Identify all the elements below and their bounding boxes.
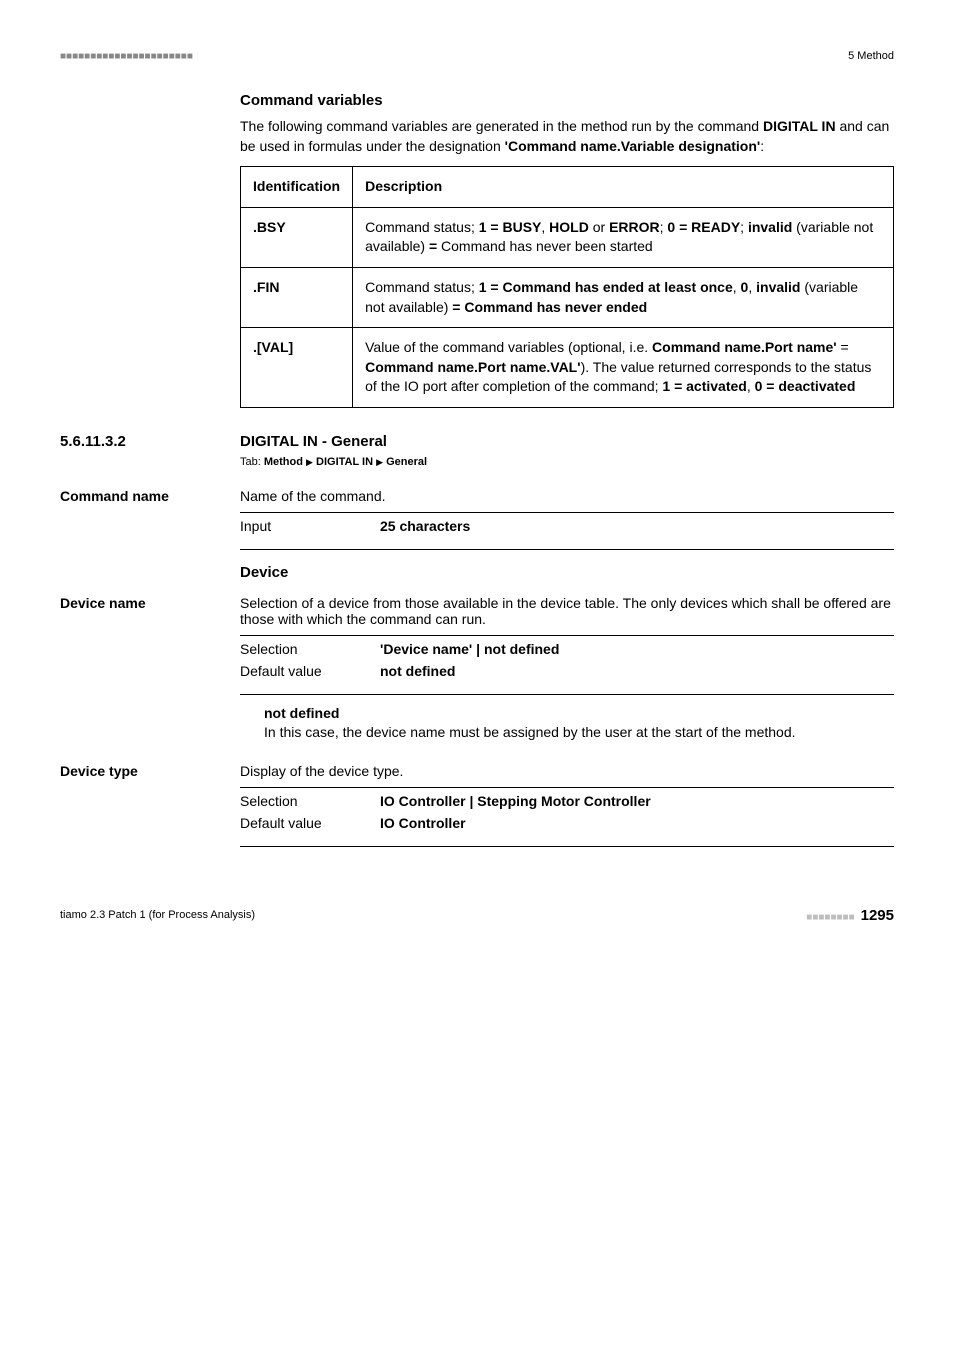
footer-right: ■■■■■■■■ 1295 (806, 907, 894, 924)
cmdvar-desc: Command status; 1 = BUSY, HOLD or ERROR;… (353, 207, 894, 267)
device-name-desc: Selection of a device from those availab… (240, 595, 894, 627)
arrow-icon: ▶ (376, 457, 383, 467)
device-name-params: Selection 'Device name' | not defined De… (240, 638, 894, 682)
arrow-icon: ▶ (306, 457, 313, 467)
tab-p2: DIGITAL IN (316, 456, 373, 468)
th-description: Description (353, 167, 894, 208)
not-defined-body: In this case, the device name must be as… (264, 723, 894, 743)
table-header-row: Identification Description (241, 167, 894, 208)
table-row: Default value IO Controller (240, 812, 894, 834)
table-row: .[VAL]Value of the command variables (op… (241, 328, 894, 408)
intro-bold-2: 'Command name.Variable designation' (505, 138, 761, 154)
table-row: Selection 'Device name' | not defined (240, 638, 894, 660)
param-selection-value: 'Device name' | not defined (380, 638, 894, 660)
device-type-label: Device type (60, 763, 240, 857)
device-type-desc: Display of the device type. (240, 763, 894, 779)
param-default-label: Default value (240, 660, 380, 682)
param-default-value: IO Controller (380, 812, 894, 834)
table-row: .BSYCommand status; 1 = BUSY, HOLD or ER… (241, 207, 894, 267)
tab-breadcrumb: Tab: Method ▶ DIGITAL IN ▶ General (240, 456, 894, 468)
not-defined-block: not defined In this case, the device nam… (264, 705, 894, 743)
table-row: .FINCommand status; 1 = Command has ende… (241, 267, 894, 327)
section-heading-row: 5.6.11.3.2 DIGITAL IN - General (60, 433, 894, 450)
table-row: Default value not defined (240, 660, 894, 682)
command-name-field: Command name Name of the command. Input … (60, 488, 894, 589)
intro-text-3: : (760, 138, 764, 154)
cmdvars-section: Command variables The following command … (240, 92, 894, 408)
param-default-value: not defined (380, 660, 894, 682)
section-title: DIGITAL IN - General (240, 433, 387, 450)
table-row: Input 25 characters (240, 515, 894, 537)
footer-product: tiamo 2.3 Patch 1 (for Process Analysis) (60, 909, 255, 921)
device-type-field: Device type Display of the device type. … (60, 763, 894, 857)
th-identification: Identification (241, 167, 353, 208)
tab-prefix: Tab: (240, 456, 264, 468)
device-type-params: Selection IO Controller | Stepping Motor… (240, 790, 894, 834)
page-footer: tiamo 2.3 Patch 1 (for Process Analysis)… (60, 907, 894, 924)
param-input-label: Input (240, 515, 380, 537)
header-chapter: 5 Method (848, 50, 894, 62)
tab-breadcrumb-wrap: Tab: Method ▶ DIGITAL IN ▶ General (240, 456, 894, 468)
footer-page-number: 1295 (861, 907, 894, 924)
page-header: ■■■■■■■■■■■■■■■■■■■■■■ 5 Method (60, 50, 894, 62)
command-name-param: Input 25 characters (240, 515, 894, 537)
intro-text-1: The following command variables are gene… (240, 118, 763, 134)
param-input-value: 25 characters (380, 515, 894, 537)
device-name-field: Device name Selection of a device from t… (60, 595, 894, 757)
device-header: Device (240, 564, 894, 581)
device-name-label: Device name (60, 595, 240, 757)
section-number: 5.6.11.3.2 (60, 433, 240, 450)
tab-p1: Method (264, 456, 303, 468)
footer-decoration: ■■■■■■■■ (806, 912, 854, 923)
cmdvar-id: .[VAL] (241, 328, 353, 408)
cmdvar-id: .BSY (241, 207, 353, 267)
table-row: Selection IO Controller | Stepping Motor… (240, 790, 894, 812)
param-default-label: Default value (240, 812, 380, 834)
cmdvar-desc: Value of the command variables (optional… (353, 328, 894, 408)
cmdvars-intro: The following command variables are gene… (240, 117, 894, 156)
tab-p3: General (386, 456, 427, 468)
header-decoration-left: ■■■■■■■■■■■■■■■■■■■■■■ (60, 51, 193, 62)
command-name-desc: Name of the command. (240, 488, 894, 504)
param-selection-label: Selection (240, 790, 380, 812)
param-selection-value: IO Controller | Stepping Motor Controlle… (380, 790, 894, 812)
not-defined-title: not defined (264, 705, 894, 721)
command-name-label: Command name (60, 488, 240, 589)
cmdvar-id: .FIN (241, 267, 353, 327)
cmdvar-desc: Command status; 1 = Command has ended at… (353, 267, 894, 327)
cmdvars-title: Command variables (240, 92, 894, 109)
cmdvars-table: Identification Description .BSYCommand s… (240, 166, 894, 408)
intro-bold-1: DIGITAL IN (763, 118, 836, 134)
param-selection-label: Selection (240, 638, 380, 660)
